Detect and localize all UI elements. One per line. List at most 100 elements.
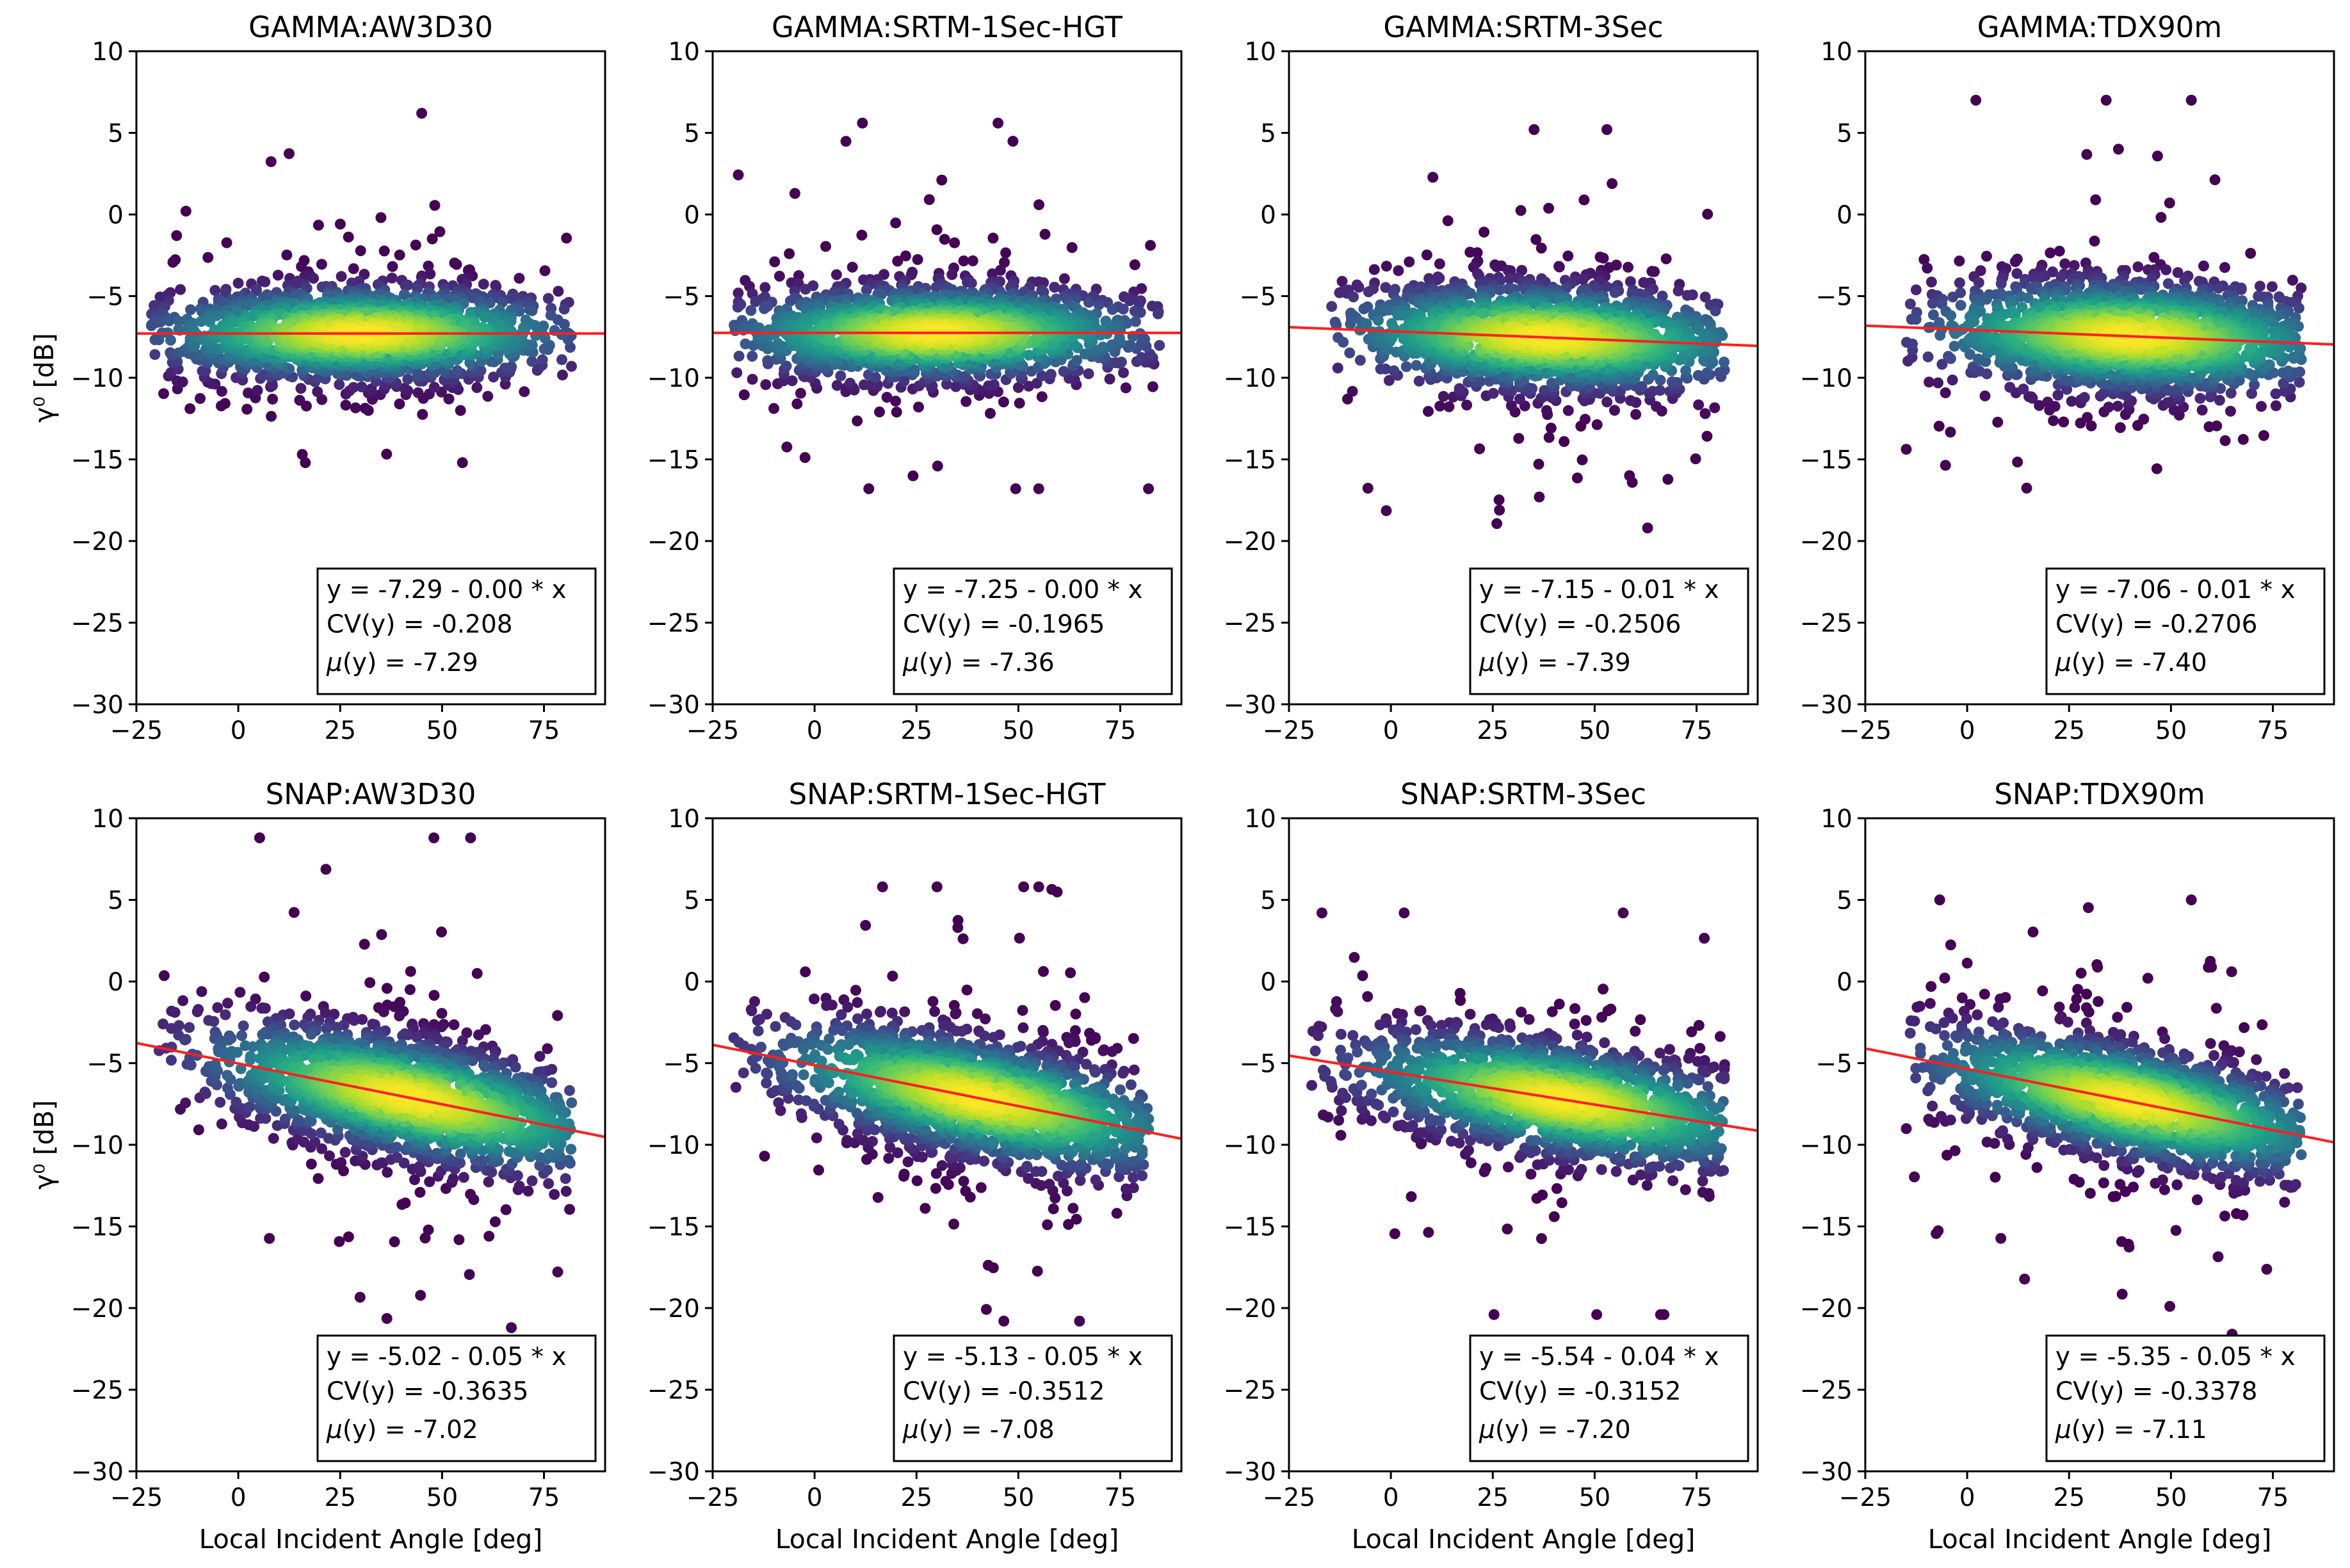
scatter-point bbox=[1033, 199, 1044, 210]
scatter-point bbox=[1578, 195, 1589, 206]
scatter-point bbox=[1007, 136, 1018, 147]
scatter-point bbox=[355, 245, 366, 256]
scatter-point bbox=[553, 314, 563, 325]
scatter-point bbox=[427, 234, 438, 245]
y-tick-label: −20 bbox=[647, 528, 700, 556]
scatter-point bbox=[1423, 406, 1434, 417]
scatter-point bbox=[1563, 405, 1574, 416]
scatter-point bbox=[267, 394, 278, 405]
scatter-point bbox=[543, 293, 554, 304]
scatter-point bbox=[1427, 172, 1438, 182]
scatter-point bbox=[1037, 391, 1048, 402]
scatter-point bbox=[1153, 309, 1163, 319]
mean-value: μ(y) = -7.29 bbox=[326, 649, 478, 677]
fit-equation: y = -7.29 - 0.00 * x bbox=[327, 576, 567, 604]
scatter-point bbox=[1373, 315, 1384, 326]
scatter-point bbox=[1147, 382, 1158, 392]
scatter-point bbox=[556, 354, 567, 365]
scatter-point bbox=[281, 250, 292, 261]
scatter-point bbox=[1333, 362, 1343, 373]
scatter-point bbox=[297, 449, 308, 460]
scatter-point bbox=[175, 284, 186, 295]
scatter-point bbox=[841, 136, 852, 147]
scatter-point bbox=[343, 232, 354, 243]
scatter-point bbox=[832, 380, 843, 391]
scatter-point bbox=[932, 224, 943, 235]
scatter-point bbox=[1326, 301, 1337, 312]
scatter-point bbox=[987, 232, 998, 243]
scatter-point bbox=[731, 368, 742, 378]
scatter-point bbox=[1411, 360, 1422, 371]
scatter-point bbox=[1010, 483, 1021, 494]
scatter-point bbox=[1491, 261, 1502, 272]
scatter-point bbox=[1404, 257, 1414, 268]
scatter-point bbox=[1033, 483, 1044, 494]
scatter-point bbox=[1719, 357, 1730, 368]
scatter-point bbox=[790, 188, 800, 199]
panel-title: GAMMA:SRTM-1Sec-HGT bbox=[772, 10, 1123, 44]
scatter-point bbox=[1592, 419, 1603, 430]
scatter-point bbox=[506, 361, 517, 372]
scatter-point bbox=[1046, 369, 1057, 380]
scatter-point bbox=[184, 403, 195, 414]
scatter-point bbox=[233, 278, 244, 289]
x-tick-label: −25 bbox=[686, 716, 739, 745]
scatter-point bbox=[519, 386, 530, 397]
scatter-point bbox=[430, 200, 441, 211]
scatter-point bbox=[936, 175, 947, 186]
scatter-point bbox=[530, 330, 541, 341]
scatter-point bbox=[360, 403, 371, 414]
scatter-point bbox=[1642, 522, 1653, 533]
scatter-point bbox=[932, 460, 943, 471]
scatter-point bbox=[387, 261, 398, 272]
scatter-point bbox=[1107, 304, 1118, 315]
scatter-point bbox=[1610, 287, 1621, 298]
scatter-point bbox=[457, 457, 468, 468]
y-tick-label: −10 bbox=[71, 364, 124, 393]
scatter-point bbox=[989, 379, 1000, 390]
scatter-point bbox=[1494, 494, 1505, 505]
scatter-point bbox=[1554, 262, 1565, 273]
scatter-point bbox=[1348, 291, 1359, 302]
scatter-point bbox=[381, 449, 392, 460]
y-tick-label: −5 bbox=[663, 283, 701, 312]
x-tick-label: 50 bbox=[1003, 716, 1035, 745]
scatter-point bbox=[341, 400, 352, 410]
scatter-point bbox=[284, 149, 295, 159]
scatter-point bbox=[243, 387, 254, 398]
scatter-point bbox=[1513, 433, 1524, 444]
scatter-point bbox=[946, 269, 957, 280]
mean-text: (y) = -7.29 bbox=[343, 649, 478, 677]
scatter-point bbox=[745, 305, 756, 316]
scatter-point bbox=[1655, 385, 1665, 396]
scatter-point bbox=[1648, 369, 1658, 380]
scatter-point bbox=[171, 230, 182, 241]
scatter-point bbox=[537, 354, 548, 365]
scatter-point bbox=[874, 407, 885, 417]
scatter-point bbox=[1572, 473, 1583, 483]
scatter-point bbox=[479, 312, 490, 323]
scatter-point bbox=[1474, 444, 1485, 455]
scatter-point bbox=[356, 382, 367, 392]
scatter-point bbox=[1145, 240, 1156, 251]
scatter-point bbox=[760, 379, 771, 390]
scatter-point bbox=[1661, 254, 1672, 264]
scatter-point bbox=[733, 302, 743, 312]
scatter-point bbox=[185, 304, 196, 315]
scatter-point bbox=[1580, 414, 1591, 424]
scatter-point bbox=[1338, 337, 1349, 348]
y-tick-label: −25 bbox=[647, 610, 700, 638]
scatter-point bbox=[769, 256, 780, 267]
scatter-point bbox=[1494, 505, 1505, 515]
scatter-point bbox=[1381, 505, 1392, 516]
scatter-point bbox=[1630, 409, 1641, 420]
scatter-point bbox=[375, 212, 386, 223]
scatter-point bbox=[527, 305, 538, 316]
panel-title: GAMMA:AW3D30 bbox=[248, 10, 493, 44]
scatter-point bbox=[348, 263, 359, 274]
scatter-point bbox=[1690, 453, 1701, 464]
scatter-point bbox=[202, 252, 213, 263]
scatter-point bbox=[1067, 242, 1078, 253]
scatter-point bbox=[1401, 361, 1412, 372]
